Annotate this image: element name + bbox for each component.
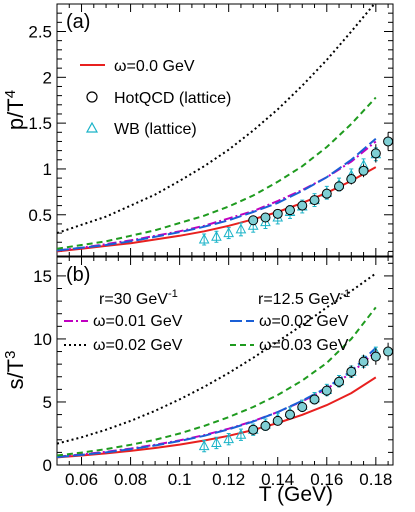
hotqcd-point xyxy=(272,208,283,219)
x-tick-label: 0.18 xyxy=(359,470,392,489)
series-line-r125w002 xyxy=(57,137,377,252)
hotqcd-point xyxy=(334,181,345,192)
y-tick-label: 0 xyxy=(43,456,52,475)
hotqcd-point xyxy=(346,174,357,185)
wb-point xyxy=(223,433,235,444)
wb-point xyxy=(235,428,247,439)
series-line-r30w002 xyxy=(57,4,376,235)
y-tick-label: 15 xyxy=(33,267,52,286)
legend-a: ω=0.0 GeV HotQCD (lattice) WB (lattice) xyxy=(80,58,231,138)
x-tick-label: 0.06 xyxy=(65,470,98,489)
wb-point xyxy=(247,219,259,230)
plot-frame xyxy=(56,3,394,257)
hotqcd-point xyxy=(370,351,381,362)
hotqcd-point xyxy=(272,415,283,426)
hotqcd-point xyxy=(383,346,393,357)
legend-label: ω=0.02 GeV xyxy=(259,313,349,330)
wb-point xyxy=(211,230,222,241)
y-tick-label: 0.5 xyxy=(28,206,52,225)
panel-a: 0.5 1 1.5 2 2.5 p/T4 (a) ω=0.0 GeV HotQCD (latti… xyxy=(2,3,394,257)
legend-label: ω=0.01 GeV xyxy=(93,313,183,330)
hotqcd-point xyxy=(321,188,332,199)
legend-header: r=12.5 GeV-1 xyxy=(258,288,350,308)
hotqcd-point xyxy=(334,376,345,387)
x-axis-title: T (GeV) xyxy=(259,483,333,506)
wb-point xyxy=(211,436,222,447)
wb-point xyxy=(198,440,210,451)
plot-frame xyxy=(56,256,394,466)
legend-swatch-triangle xyxy=(85,121,99,133)
x-tick-label: 0.1 xyxy=(168,470,192,489)
hotqcd-point xyxy=(248,215,259,226)
wb-point xyxy=(198,233,210,244)
hotqcd-point xyxy=(358,165,369,176)
hotqcd-point xyxy=(358,356,369,367)
x-tick-label: 0.14 xyxy=(261,470,294,489)
legend-b: r=30 GeV-1 r=12.5 GeV-1 ω=0.01 GeV ω=0.02 G… xyxy=(64,288,350,354)
plot-area xyxy=(57,272,393,459)
y-tick-label: 10 xyxy=(33,330,52,349)
hotqcd-point xyxy=(383,136,393,147)
hotqcd-point xyxy=(260,420,271,431)
legend-label: ω=0.02 GeV xyxy=(93,337,183,354)
y-tick-label: 2.5 xyxy=(28,22,52,41)
hotqcd-point xyxy=(346,366,357,377)
hotqcd-point xyxy=(321,385,332,396)
panel-label: (b) xyxy=(66,264,90,286)
panel-b: 0 5 10 15 0.06 0.08 0.1 0.12 0.14 0.16 0.18 T (GeV)… xyxy=(2,256,394,506)
hotqcd-point xyxy=(309,195,320,206)
legend-label: ω=0.03 GeV xyxy=(259,337,349,354)
hotqcd-point xyxy=(284,205,295,216)
wb-point xyxy=(223,227,235,238)
x-tick-label: 0.16 xyxy=(310,470,343,489)
x-tick-label: 0.08 xyxy=(114,470,147,489)
panel-label: (a) xyxy=(66,11,90,33)
legend-swatch-circle xyxy=(86,91,98,103)
legend-header: r=30 GeV-1 xyxy=(99,288,178,308)
x-tick-label: 0.12 xyxy=(212,470,245,489)
series-line-r30w002 xyxy=(57,272,377,445)
hotqcd-point xyxy=(297,402,308,413)
legend-label: ω=0.0 GeV xyxy=(114,58,195,75)
y-axis-title: s/T3 xyxy=(2,351,28,390)
wb-point xyxy=(235,223,247,234)
series-line-r125w003 xyxy=(57,306,377,457)
y-tick-label: 5 xyxy=(43,393,52,412)
hotqcd-point xyxy=(248,424,259,435)
hotqcd-point xyxy=(284,409,295,420)
y-axis-title: p/T4 xyxy=(2,90,28,130)
series-line-r125w003 xyxy=(57,96,377,250)
y-tick-label: 2 xyxy=(43,68,52,87)
hotqcd-point xyxy=(260,212,271,223)
hotqcd-point xyxy=(370,148,381,159)
hotqcd-point xyxy=(309,394,320,405)
y-tick-label: 1 xyxy=(43,160,52,179)
y-tick-label: 1.5 xyxy=(28,114,52,133)
plot-area xyxy=(57,4,393,253)
hotqcd-point xyxy=(297,200,308,211)
legend-label: WB (lattice) xyxy=(114,121,197,138)
legend-label: HotQCD (lattice) xyxy=(114,90,231,107)
